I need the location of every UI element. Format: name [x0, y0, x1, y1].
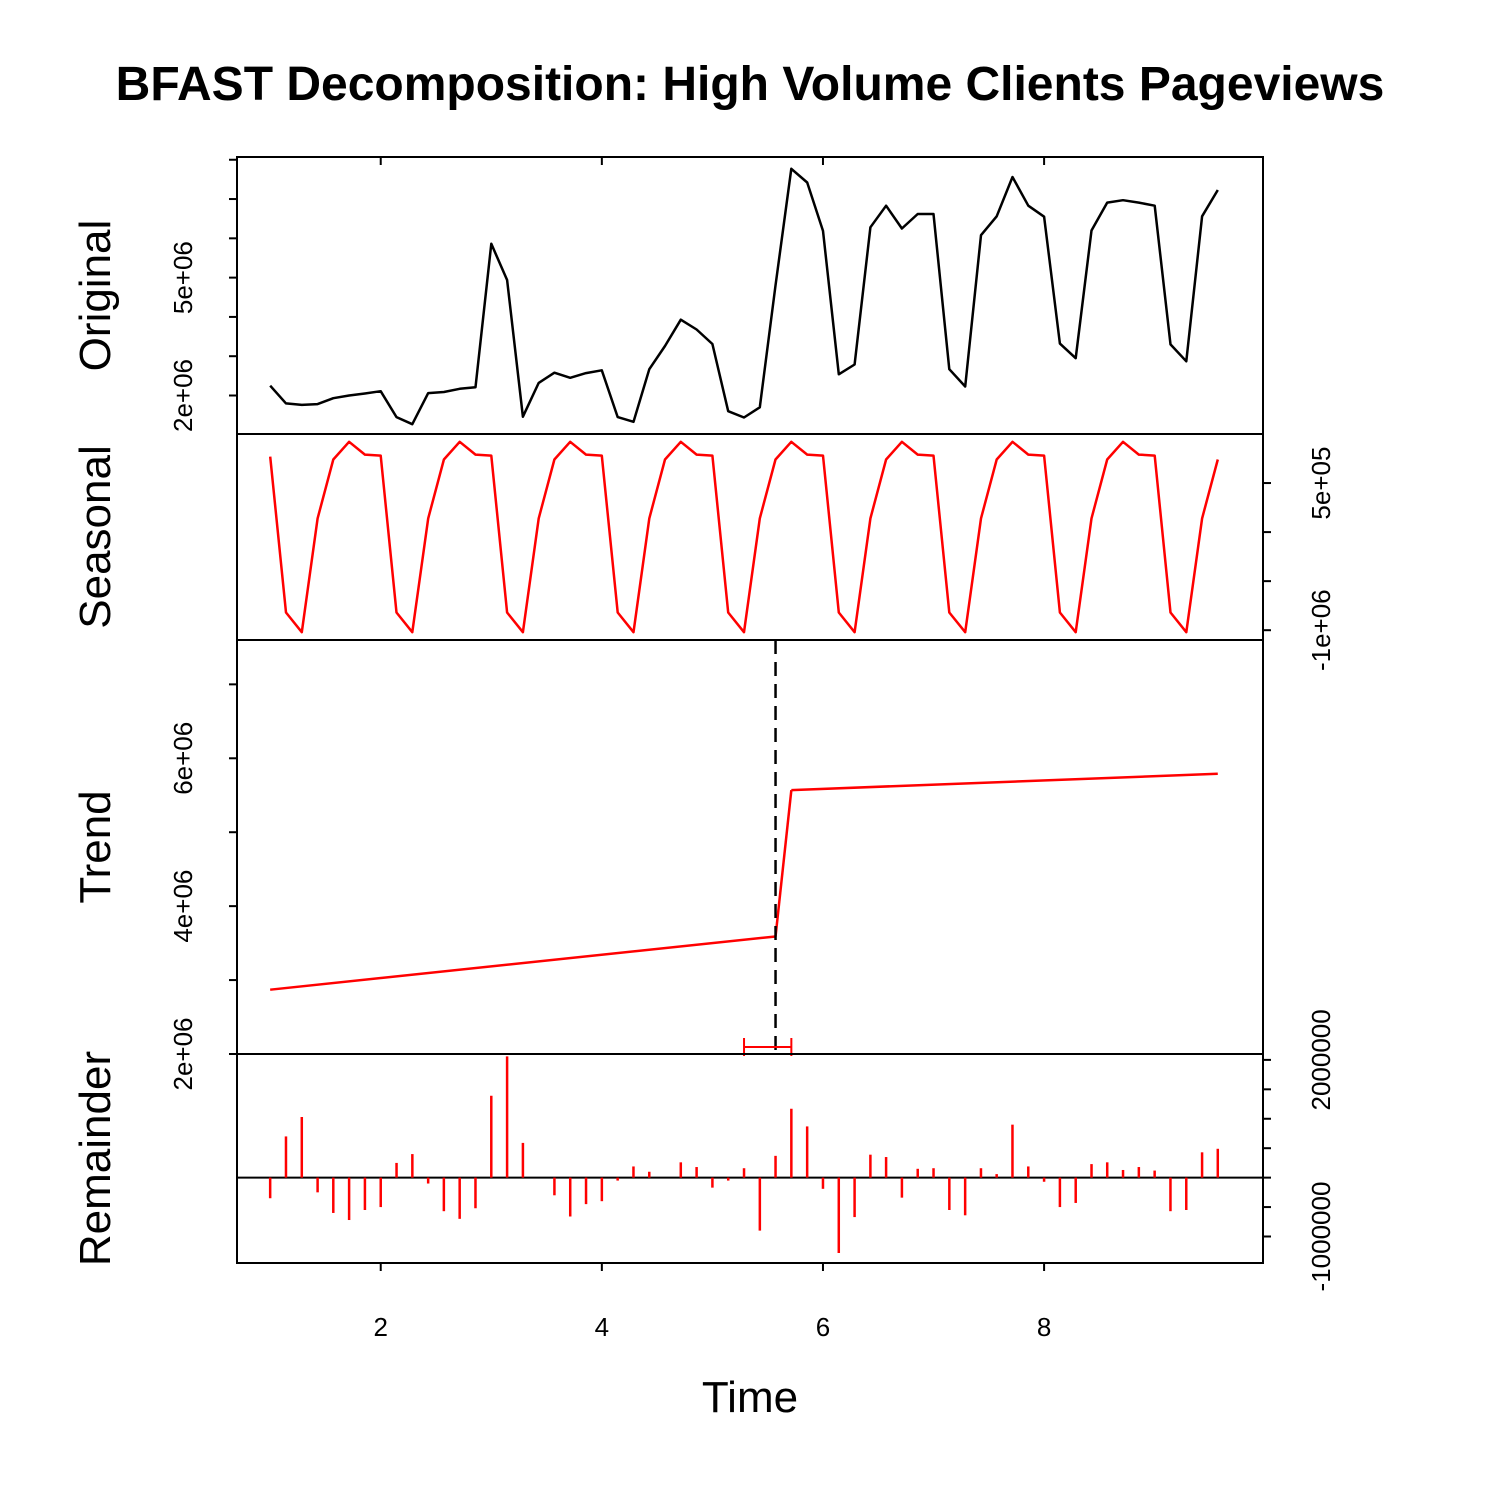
trend-segment-1 — [774, 789, 793, 937]
seasonal-series-line — [268, 440, 1220, 634]
x-tick-label-3: 8 — [1037, 1312, 1051, 1342]
remainder-frame — [236, 1053, 1264, 1264]
original-y-tick-label-0: 2e+06 — [168, 359, 198, 432]
trend-label: Trend — [71, 790, 120, 903]
seasonal-y-tick-label-0: -1e+06 — [1306, 589, 1336, 671]
panels: 2e+06 5e+06 Original -1e+06 5e+05 Seasonal 2e+… — [71, 156, 1336, 1291]
trend-segment-0 — [270, 935, 776, 991]
seasonal-y-tick-label-1: 5e+05 — [1306, 447, 1336, 520]
chart-title: BFAST Decomposition: High Volume Clients… — [116, 58, 1385, 111]
trend-segment-2 — [791, 772, 1218, 792]
remainder-panel: -1000000 2000000 Remainder — [71, 1009, 1336, 1291]
trend-y-tick-label-1: 4e+06 — [168, 870, 198, 943]
x-tick-label-0: 2 — [373, 1312, 387, 1342]
remainder-label: Remainder — [71, 1051, 120, 1266]
x-tick-label-2: 6 — [816, 1312, 830, 1342]
trend-panel: 2e+06 4e+06 6e+06 Trend — [71, 639, 1264, 1091]
trend-y-tick-label-0: 2e+06 — [168, 1017, 198, 1090]
original-frame — [236, 156, 1264, 435]
trend-frame — [236, 639, 1264, 1055]
x-axis-label: Time — [702, 1373, 798, 1422]
x-tick-label-1: 4 — [595, 1312, 609, 1342]
original-label: Original — [71, 220, 120, 372]
x-axis: 2 4 6 8 — [373, 157, 1051, 1342]
original-series-line — [269, 167, 1219, 426]
seasonal-frame — [236, 433, 1264, 641]
seasonal-label: Seasonal — [71, 445, 120, 628]
remainder-y-tick-label-0: -1000000 — [1306, 1182, 1336, 1292]
trend-y-tick-label-2: 6e+06 — [168, 722, 198, 795]
original-y-tick-label-1: 5e+06 — [168, 241, 198, 314]
seasonal-panel: -1e+06 5e+05 Seasonal — [71, 433, 1336, 671]
remainder-y-tick-label-1: 2000000 — [1306, 1009, 1336, 1110]
original-panel: 2e+06 5e+06 Original — [71, 156, 1264, 435]
